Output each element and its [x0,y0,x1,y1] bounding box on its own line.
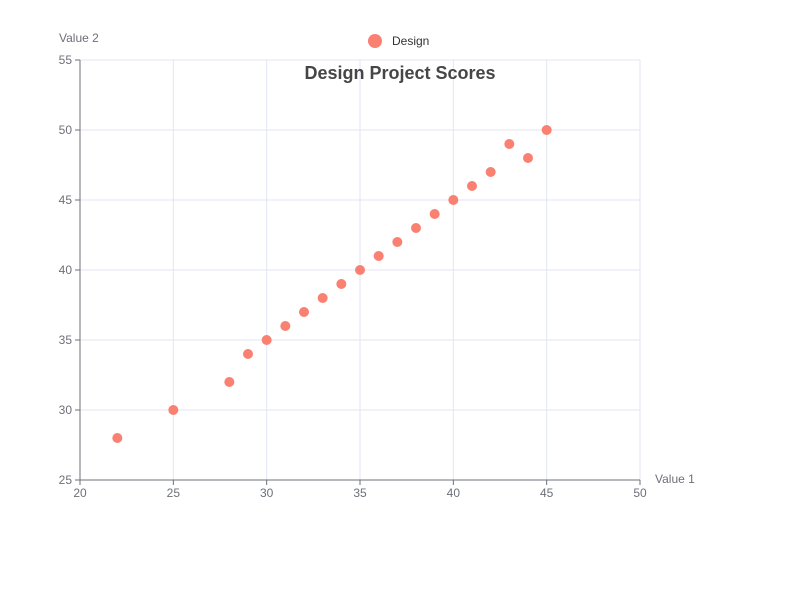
data-point-design-6[interactable] [299,307,309,317]
data-point-design-18[interactable] [523,153,533,163]
x-tick-label-35: 35 [353,486,367,500]
y-tick-label-55: 55 [59,53,73,67]
legend[interactable]: Design [368,34,429,48]
y-tick-label-35: 35 [59,333,73,347]
x-tick-label-45: 45 [540,486,554,500]
data-point-design-10[interactable] [373,251,384,261]
y-tick-label-50: 50 [59,123,73,137]
data-point-design-2[interactable] [224,377,235,387]
legend-marker-design[interactable] [368,34,382,48]
y-tick-label-30: 30 [59,403,73,417]
data-point-design-14[interactable] [448,195,459,205]
data-point-design-12[interactable] [411,223,421,233]
legend-label-design[interactable]: Design [392,34,429,48]
data-point-design-11[interactable] [392,237,403,247]
x-tick-label-20: 20 [73,486,87,500]
chart-title: Design Project Scores [304,63,495,83]
data-point-design-9[interactable] [355,265,365,275]
x-tick-label-50: 50 [633,486,647,500]
data-points [112,125,552,443]
data-point-design-17[interactable] [504,139,515,149]
data-point-design-7[interactable] [317,293,328,303]
data-point-design-8[interactable] [336,279,347,289]
x-axis-label: Value 1 [655,472,695,486]
data-point-design-5[interactable] [280,321,291,331]
y-axis-label: Value 2 [59,31,99,45]
x-tick-label-30: 30 [260,486,274,500]
x-tick-label-40: 40 [447,486,461,500]
y-tick-label-40: 40 [59,263,73,277]
x-tick-label-25: 25 [167,486,181,500]
y-tick-label-25: 25 [59,473,73,487]
data-point-design-3[interactable] [243,349,253,359]
y-tick-label-45: 45 [59,193,73,207]
data-point-design-16[interactable] [485,167,496,177]
data-point-design-15[interactable] [467,181,477,191]
data-point-design-4[interactable] [261,335,272,345]
data-point-design-19[interactable] [541,125,552,135]
data-point-design-0[interactable] [112,433,123,443]
data-point-design-13[interactable] [429,209,440,219]
data-point-design-1[interactable] [168,405,179,415]
